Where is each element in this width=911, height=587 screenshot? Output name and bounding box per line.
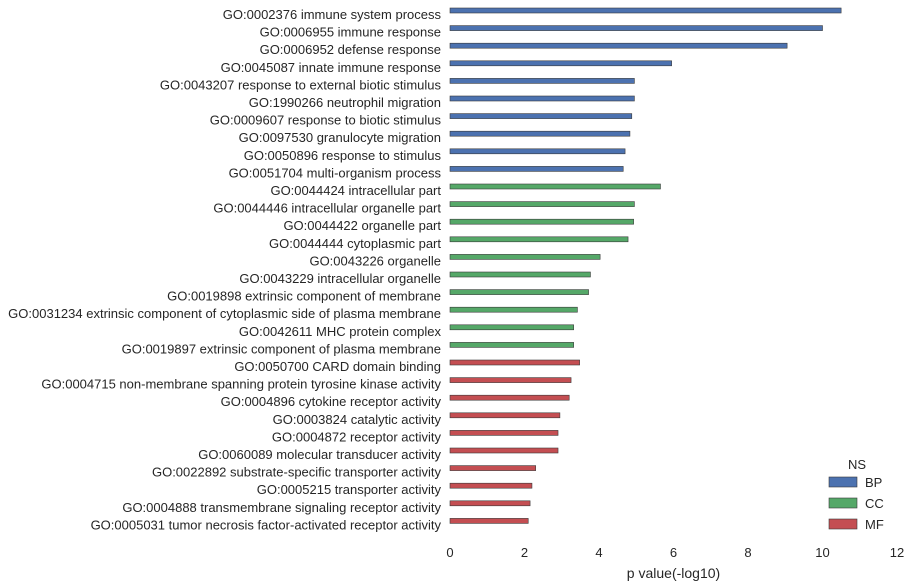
bar <box>449 254 601 260</box>
bar <box>449 25 823 31</box>
bar <box>449 60 672 67</box>
category-label: GO:0031234 extrinsic component of cytopl… <box>8 306 441 321</box>
bar <box>449 218 634 225</box>
legend-swatch <box>828 518 858 530</box>
category-label: GO:0044444 cytoplasmic part <box>269 236 441 251</box>
bar <box>449 306 578 313</box>
category-label: GO:0005215 transporter activity <box>257 482 442 497</box>
bar <box>449 394 570 401</box>
bar <box>449 7 842 14</box>
category-label: GO:0050896 response to stimulus <box>244 148 442 163</box>
bar <box>449 500 531 507</box>
x-tick-label: 2 <box>521 545 528 560</box>
bar <box>449 166 624 172</box>
legend-swatch <box>828 497 858 509</box>
bar <box>449 324 574 331</box>
category-label: GO:0043229 intracellular organelle <box>239 271 441 286</box>
category-label: GO:0003824 catalytic activity <box>273 412 442 427</box>
x-tick-labels: 0 2 4 6 8 10 12 <box>446 545 904 560</box>
x-tick-label: 8 <box>744 545 751 560</box>
category-label: GO:0097530 granulocyte migration <box>239 130 441 145</box>
bar <box>449 78 635 84</box>
bars <box>449 7 842 524</box>
bar <box>449 518 529 524</box>
category-label: GO:0004872 receptor activity <box>272 429 442 444</box>
category-label: GO:0044446 intracellular organelle part <box>213 201 441 216</box>
category-label: GO:0043207 response to external biotic s… <box>160 77 442 92</box>
x-axis-title: p value(-log10) <box>627 565 720 581</box>
bar <box>449 447 559 454</box>
category-label: GO:0019898 extrinsic component of membra… <box>167 289 441 304</box>
bar <box>449 359 580 366</box>
legend-swatch <box>828 476 858 488</box>
category-label: GO:0006952 defense response <box>260 42 441 57</box>
category-labels: GO:0002376 immune system process GO:00069… <box>8 7 441 532</box>
bar <box>449 289 589 295</box>
bar <box>449 130 631 137</box>
category-label: GO:0004896 cytokine receptor activity <box>221 394 442 409</box>
category-label: GO:0002376 immune system process <box>223 7 442 22</box>
x-tick-label: 10 <box>815 545 829 560</box>
bar <box>449 430 559 436</box>
category-label: GO:0005031 tumor necrosis factor-activat… <box>91 517 442 532</box>
legend-entries: BP CC MF <box>828 475 884 532</box>
bar <box>449 482 533 489</box>
category-label: GO:0050700 CARD domain binding <box>234 359 441 374</box>
legend-label: MF <box>865 517 884 532</box>
legend-title: NS <box>848 457 866 472</box>
x-tick-label: 0 <box>446 545 453 560</box>
x-tick-label: 12 <box>890 545 904 560</box>
category-label: GO:0060089 molecular transducer activity <box>198 447 441 462</box>
bar <box>449 271 591 278</box>
category-label: GO:0044424 intracellular part <box>270 183 441 198</box>
category-label: GO:0004715 non-membrane spanning protein… <box>41 377 441 392</box>
category-label: GO:0043226 organelle <box>309 253 441 268</box>
bar <box>449 377 572 383</box>
bar <box>449 148 626 155</box>
category-label: GO:0022892 substrate-specific transporte… <box>152 465 442 480</box>
x-tick-label: 4 <box>595 545 602 560</box>
category-label: GO:0042611 MHC protein complex <box>239 324 442 339</box>
category-label: GO:0045087 innate immune response <box>221 60 441 75</box>
bar <box>449 201 635 207</box>
legend: NS BP CC MF <box>828 457 884 532</box>
legend-label: BP <box>865 475 882 490</box>
category-label: GO:0051704 multi-organism process <box>229 165 442 180</box>
x-tick-label: 6 <box>670 545 677 560</box>
legend-label: CC <box>865 496 884 511</box>
bar <box>449 342 574 348</box>
category-label: GO:0004888 transmembrane signaling recep… <box>122 500 441 515</box>
category-label: GO:0044422 organelle part <box>283 218 441 233</box>
category-label: GO:0019897 extrinsic component of plasma… <box>122 341 441 356</box>
category-label: GO:0006955 immune response <box>260 25 441 40</box>
category-label: GO:1990266 neutrophil migration <box>249 95 441 110</box>
bar <box>449 183 661 190</box>
bar <box>449 113 633 119</box>
bar <box>449 42 788 49</box>
bar <box>449 95 635 102</box>
bar <box>449 412 561 419</box>
bar <box>449 236 629 243</box>
category-label: GO:0009607 response to biotic stimulus <box>210 113 442 128</box>
bar <box>449 465 536 471</box>
